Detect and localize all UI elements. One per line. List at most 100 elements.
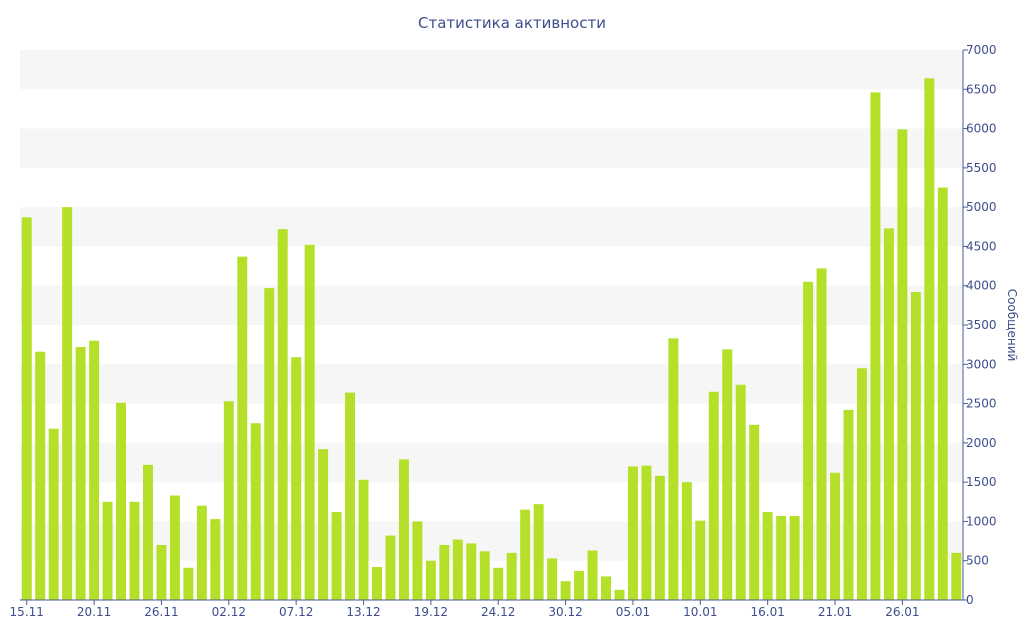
bar-35 [493, 567, 504, 600]
x-tick-label: 24.12 [481, 605, 515, 619]
axes: 0 500 1000 1500 2000 2500 3000 3500 4000 4500 5000… [10, 43, 997, 619]
bar-39 [547, 558, 558, 600]
bar-16 [237, 256, 248, 600]
bar-31 [439, 545, 450, 600]
bar-8 [129, 501, 140, 600]
grid-band [20, 50, 963, 90]
bar-32 [452, 539, 463, 600]
bar-22 [318, 449, 329, 600]
bar-65 [897, 129, 908, 600]
bar-3 [62, 207, 73, 600]
bar-64 [883, 228, 894, 600]
bar-55 [762, 512, 773, 600]
chart-title: Статистика активности [418, 14, 606, 32]
y-tick-label: 1500 [966, 475, 997, 489]
bar-60 [830, 472, 841, 600]
x-tick-label: 26.01 [885, 605, 919, 619]
grid-band [20, 207, 963, 247]
y-tick-label: 2000 [966, 436, 997, 450]
bar-52 [722, 349, 733, 600]
bar-18 [264, 288, 275, 600]
bar-10 [156, 545, 167, 600]
x-tick-label: 19.12 [414, 605, 448, 619]
bar-9 [142, 464, 153, 600]
x-tick-label: 05.01 [616, 605, 650, 619]
bar-28 [398, 459, 409, 600]
x-tick-label: 10.01 [683, 605, 717, 619]
bar-56 [776, 515, 787, 600]
bar-63 [870, 92, 881, 600]
bar-49 [681, 482, 692, 600]
y-tick-label: 3500 [966, 318, 997, 332]
bar-17 [250, 423, 261, 600]
grid-band [20, 128, 963, 168]
x-tick-label: 21.01 [818, 605, 852, 619]
y-tick-label: 5000 [966, 200, 997, 214]
bar-36 [506, 552, 517, 600]
bar-13 [196, 505, 207, 600]
bar-12 [183, 567, 194, 600]
bar-29 [412, 521, 423, 600]
y-tick-label: 6500 [966, 82, 997, 96]
y-tick-label: 7000 [966, 43, 997, 57]
bar-46 [641, 465, 652, 600]
bar-58 [803, 281, 814, 600]
bar-37 [520, 509, 531, 600]
bar-68 [937, 187, 948, 600]
bar-23 [331, 512, 342, 600]
bar-21 [304, 244, 315, 600]
bar-45 [627, 466, 638, 600]
bar-38 [533, 504, 544, 600]
x-tick-label: 20.11 [77, 605, 111, 619]
bar-41 [574, 570, 585, 600]
bar-2 [48, 428, 59, 600]
bar-54 [749, 424, 760, 600]
bar-44 [614, 589, 625, 600]
y-tick-label: 1000 [966, 514, 997, 528]
y-axis-label: Сообщений [1005, 289, 1019, 362]
bar-40 [560, 581, 571, 600]
bar-19 [277, 229, 288, 600]
bar-48 [668, 338, 679, 600]
bar-15 [223, 401, 234, 600]
bar-6 [102, 501, 113, 600]
bar-4 [75, 347, 86, 600]
bar-53 [735, 384, 746, 600]
bar-26 [372, 567, 382, 600]
bar-20 [291, 357, 302, 600]
bar-67 [924, 78, 935, 601]
bar-51 [708, 391, 719, 600]
bar-33 [466, 543, 477, 600]
bar-62 [856, 368, 867, 600]
bar-57 [789, 515, 800, 600]
bar-43 [601, 576, 611, 600]
bar-5 [89, 340, 100, 600]
bar-50 [695, 520, 706, 600]
bar-30 [425, 560, 436, 600]
x-tick-label: 30.12 [548, 605, 582, 619]
x-tick-label: 16.01 [750, 605, 784, 619]
y-tick-label: 500 [966, 554, 989, 568]
bar-series [21, 78, 962, 601]
y-tick-label: 4000 [966, 279, 997, 293]
y-tick-label: 2500 [966, 397, 997, 411]
bar-42 [587, 550, 598, 600]
y-tick-label: 0 [966, 593, 974, 607]
bar-27 [385, 535, 396, 600]
bar-14 [210, 519, 221, 600]
x-tick-label: 02.12 [212, 605, 246, 619]
bar-59 [816, 268, 827, 600]
bar-25 [358, 479, 369, 600]
x-tick-label: 15.11 [10, 605, 44, 619]
x-tick-label: 13.12 [346, 605, 380, 619]
bar-66 [910, 292, 921, 600]
x-tick-label: 26.11 [144, 605, 178, 619]
bar-69 [951, 552, 962, 600]
y-tick-label: 3000 [966, 357, 997, 371]
bar-11 [169, 495, 180, 600]
bar-0 [21, 217, 32, 600]
bar-34 [479, 551, 490, 600]
x-tick-label: 07.12 [279, 605, 313, 619]
